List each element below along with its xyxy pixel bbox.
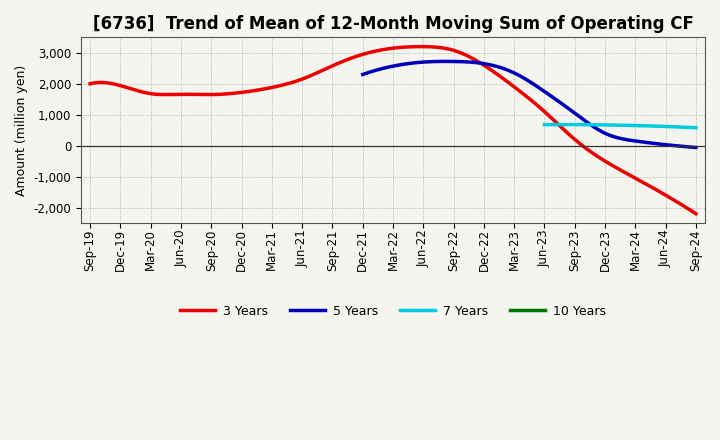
Y-axis label: Amount (million yen): Amount (million yen) (15, 65, 28, 196)
Title: [6736]  Trend of Mean of 12-Month Moving Sum of Operating CF: [6736] Trend of Mean of 12-Month Moving … (93, 15, 693, 33)
Legend: 3 Years, 5 Years, 7 Years, 10 Years: 3 Years, 5 Years, 7 Years, 10 Years (175, 300, 611, 323)
